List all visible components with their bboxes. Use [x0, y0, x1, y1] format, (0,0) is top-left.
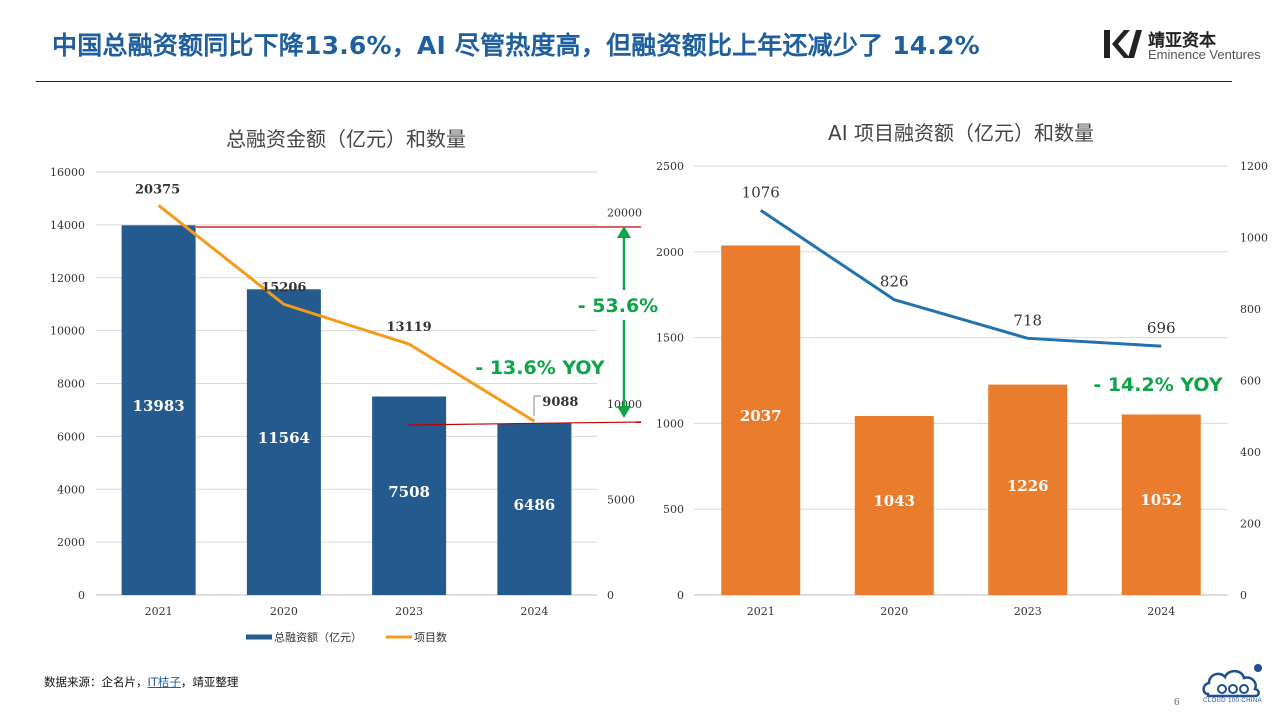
- source-link[interactable]: IT桔子: [147, 675, 181, 689]
- source-note: 数据来源：企名片，IT桔子，靖亚整理: [44, 674, 238, 690]
- left-axis-tick-label: 10000: [50, 325, 85, 338]
- x-axis-tick-label: 2021: [747, 605, 775, 618]
- left-axis-tick-label: 0: [677, 589, 684, 602]
- left-axis-tick-label: 8000: [57, 378, 85, 391]
- line-value-label: 15206: [261, 280, 306, 295]
- left-axis-tick-label: 2000: [656, 246, 684, 259]
- bar-value-label: 7508: [388, 483, 430, 501]
- bar: [854, 416, 934, 595]
- annotation-bg: [578, 290, 658, 320]
- bar-value-label: 13983: [133, 397, 185, 415]
- line-value-label: 13119: [387, 320, 432, 335]
- callout-leader: [533, 395, 541, 416]
- line-value-label: 826: [880, 273, 909, 291]
- change-arrow-head-down: [617, 406, 631, 418]
- x-axis-tick-label: 2023: [1014, 605, 1042, 618]
- right-axis-tick-label: 200: [1240, 518, 1261, 531]
- annotation-yoy: - 13.6% YOY: [475, 357, 605, 379]
- legend-label-line: 项目数: [414, 631, 447, 644]
- left-axis-tick-label: 1000: [656, 417, 684, 430]
- chart-title: 总融资金额（亿元）和数量: [226, 127, 466, 151]
- logo-english-name: Eminence Ventures: [1148, 47, 1261, 62]
- x-axis-tick-label: 2024: [520, 605, 548, 618]
- annotation-yoy: - 14.2% YOY: [1093, 374, 1223, 396]
- right-axis-tick-label: 800: [1240, 303, 1261, 316]
- right-axis-tick-label: 5000: [607, 493, 635, 506]
- left-axis-tick-label: 12000: [50, 272, 85, 285]
- x-axis-tick-label: 2021: [145, 605, 173, 618]
- source-suffix: ，靖亚整理: [180, 675, 239, 689]
- left-axis-tick-label: 500: [663, 503, 684, 516]
- bar: [246, 289, 321, 595]
- x-axis-tick-label: 2020: [270, 605, 298, 618]
- left-axis-tick-label: 16000: [50, 166, 85, 179]
- logo-name: 靖亚资本: [1148, 31, 1216, 51]
- right-axis-tick-label: 0: [1240, 589, 1247, 602]
- bar: [988, 384, 1068, 595]
- bar-value-label: 2037: [740, 407, 782, 425]
- line-value-label: 9088: [542, 395, 578, 410]
- left-axis-tick-label: 0: [78, 589, 85, 602]
- left-axis-tick-label: 2000: [57, 536, 85, 549]
- bar: [1121, 414, 1201, 595]
- header-divider: [36, 81, 1232, 82]
- cloud100-text: CLOUD 100 CHINA: [1203, 698, 1263, 704]
- left-axis-tick-label: 1500: [656, 332, 684, 345]
- x-axis-tick-label: 2023: [395, 605, 423, 618]
- line-value-label: 20375: [135, 182, 180, 197]
- change-arrow-head-up: [617, 226, 631, 238]
- bar: [721, 245, 801, 595]
- bar: [372, 396, 447, 595]
- bar-value-label: 1043: [873, 492, 915, 510]
- x-axis-tick-label: 2024: [1147, 605, 1175, 618]
- chart-title: AI 项目融资额（亿元）和数量: [828, 121, 1094, 145]
- right-axis-tick-label: 600: [1240, 375, 1261, 388]
- left-axis-tick-label: 6000: [57, 430, 85, 443]
- left-axis-tick-label: 4000: [57, 483, 85, 496]
- source-prefix: 数据来源：企名片，: [44, 675, 148, 689]
- legend-label-bar: 总融资额（亿元）: [274, 630, 362, 644]
- eminence-logo-icon: [1104, 30, 1142, 58]
- line-value-label: 718: [1013, 311, 1042, 329]
- line-value-label: 1076: [742, 183, 780, 201]
- left-axis-tick-label: 14000: [50, 219, 85, 232]
- right-axis-tick-label: 1000: [1240, 232, 1268, 245]
- right-axis-tick-label: 400: [1240, 446, 1261, 459]
- annotation-total-change: - 53.6%: [578, 295, 658, 317]
- bar-value-label: 1226: [1007, 477, 1049, 495]
- bar: [121, 225, 196, 595]
- right-axis-tick-label: 0: [607, 589, 614, 602]
- bar: [497, 423, 572, 595]
- x-axis-tick-label: 2020: [880, 605, 908, 618]
- reference-line-2024: [407, 421, 642, 426]
- series-line: [759, 209, 1162, 348]
- bar-value-label: 6486: [514, 496, 556, 514]
- left-axis-tick-label: 2500: [656, 160, 684, 173]
- right-axis-tick-label: 20000: [607, 207, 642, 220]
- cloud100-logo-icon: [1202, 664, 1262, 698]
- page-number: 6: [1174, 696, 1180, 708]
- bar-value-label: 1052: [1140, 491, 1182, 509]
- line-value-label: 696: [1147, 319, 1176, 337]
- brand-logo: 靖亚资本 Eminence Ventures: [1102, 26, 1272, 66]
- series-line: [157, 204, 536, 423]
- bar-value-label: 11564: [258, 429, 310, 447]
- right-axis-tick-label: 1200: [1240, 160, 1268, 173]
- page-title: 中国总融资额同比下降13.6%，AI 尽管热度高，但融资额比上年还减少了 14.…: [52, 31, 980, 60]
